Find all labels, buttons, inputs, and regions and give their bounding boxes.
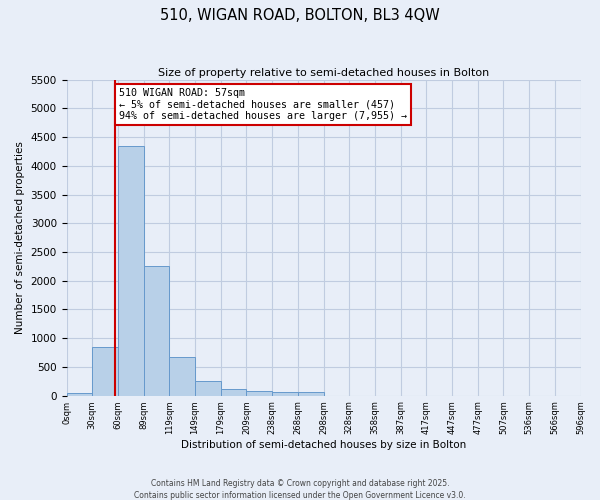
Text: Contains HM Land Registry data © Crown copyright and database right 2025.
Contai: Contains HM Land Registry data © Crown c…	[134, 478, 466, 500]
Text: 510, WIGAN ROAD, BOLTON, BL3 4QW: 510, WIGAN ROAD, BOLTON, BL3 4QW	[160, 8, 440, 22]
Bar	[143, 266, 169, 396]
Text: 510 WIGAN ROAD: 57sqm
← 5% of semi-detached houses are smaller (457)
94% of semi: 510 WIGAN ROAD: 57sqm ← 5% of semi-detac…	[119, 88, 407, 122]
X-axis label: Distribution of semi-detached houses by size in Bolton: Distribution of semi-detached houses by …	[181, 440, 466, 450]
Bar	[298, 392, 323, 396]
Bar	[92, 347, 118, 396]
Bar	[118, 146, 143, 396]
Bar	[169, 356, 195, 396]
Bar	[67, 392, 92, 396]
Y-axis label: Number of semi-detached properties: Number of semi-detached properties	[15, 141, 25, 334]
Bar	[272, 392, 298, 396]
Bar	[221, 388, 247, 396]
Bar	[195, 381, 221, 396]
Title: Size of property relative to semi-detached houses in Bolton: Size of property relative to semi-detach…	[158, 68, 489, 78]
Bar	[247, 391, 272, 396]
